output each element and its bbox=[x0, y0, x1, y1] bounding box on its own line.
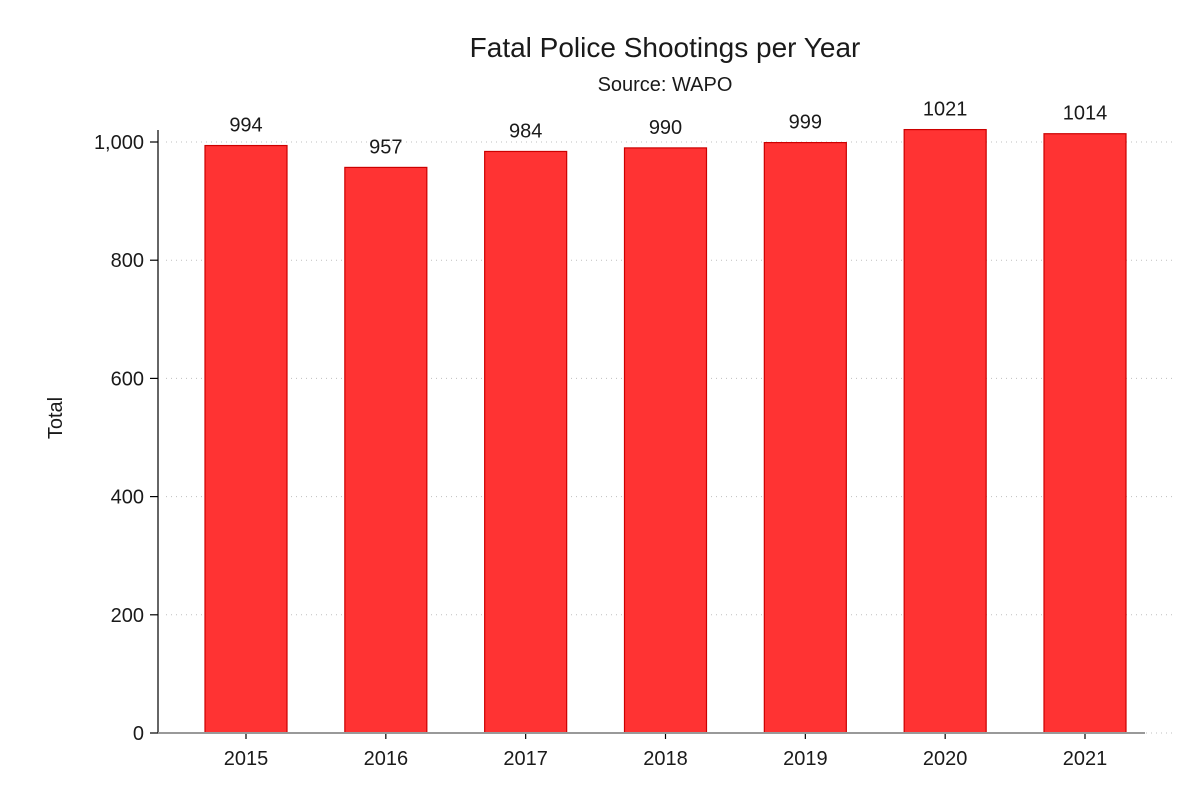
bar-2015 bbox=[204, 144, 288, 734]
data-label-2015: 994 bbox=[229, 115, 262, 137]
bar-2017 bbox=[484, 150, 568, 734]
bar-2020 bbox=[903, 128, 987, 734]
bar-2021 bbox=[1043, 133, 1127, 734]
x-tick-label: 2015 bbox=[224, 748, 269, 770]
data-label-2020: 1021 bbox=[923, 99, 968, 121]
x-tick-label: 2021 bbox=[1063, 748, 1108, 770]
data-label-2021: 1014 bbox=[1063, 103, 1108, 125]
y-tick-label: 0 bbox=[133, 723, 144, 745]
x-tick-label: 2019 bbox=[783, 748, 828, 770]
data-label-2018: 990 bbox=[649, 117, 682, 139]
labels: 0 200 400 600 800 1,000 994 2015 957 2016 984 2017 9… bbox=[94, 99, 1107, 770]
y-tick-label: 400 bbox=[111, 487, 144, 509]
x-tick-label: 2018 bbox=[643, 748, 688, 770]
chart-title: Fatal Police Shootings per Year bbox=[470, 32, 861, 63]
chart-subtitle: Source: WAPO bbox=[598, 74, 733, 96]
y-tick-label: 1,000 bbox=[94, 132, 144, 154]
data-label-2019: 999 bbox=[789, 112, 822, 134]
y-tick-label: 600 bbox=[111, 368, 144, 390]
bars bbox=[204, 128, 1127, 734]
bar-2019 bbox=[763, 141, 847, 734]
y-axis-label: Total bbox=[45, 397, 67, 439]
y-tick-label: 800 bbox=[111, 250, 144, 272]
bar-2018 bbox=[623, 147, 708, 734]
data-label-2017: 984 bbox=[509, 120, 542, 142]
x-tick-label: 2017 bbox=[503, 748, 548, 770]
x-tick-label: 2016 bbox=[364, 748, 409, 770]
axes bbox=[150, 130, 1145, 739]
x-tick-label: 2020 bbox=[923, 748, 968, 770]
data-label-2016: 957 bbox=[369, 136, 402, 158]
y-tick-label: 200 bbox=[111, 605, 144, 627]
bar-2016 bbox=[344, 166, 428, 734]
